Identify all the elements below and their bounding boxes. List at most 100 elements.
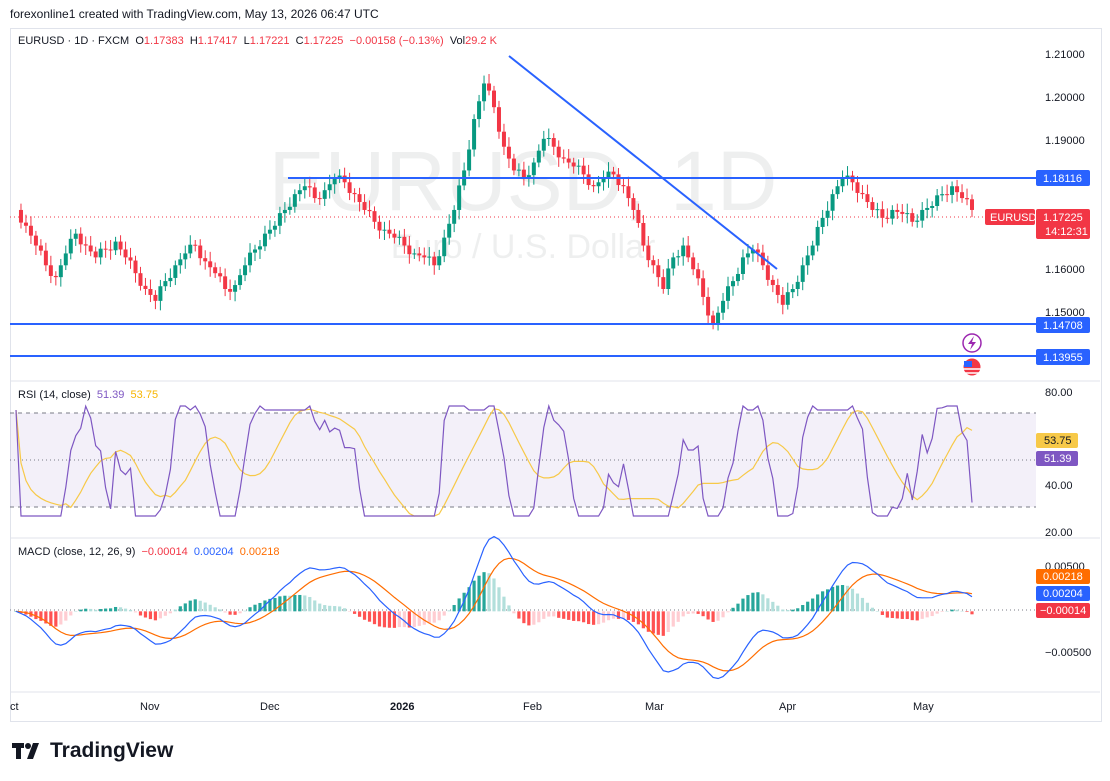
macd-histogram-bar <box>497 587 501 612</box>
macd-histogram-bar <box>915 611 919 621</box>
candle-body <box>631 198 636 210</box>
symbol-title[interactable]: EURUSD · 1D · FXCM <box>18 35 130 47</box>
macd-histogram-bar <box>392 611 397 628</box>
macd-histogram-bar <box>69 611 73 616</box>
candle-body <box>820 217 825 227</box>
candle-body <box>143 285 148 289</box>
rsi-title: RSI (14, close) <box>18 389 91 401</box>
macd-histogram-bar <box>173 609 177 612</box>
symbol-tag-bg <box>985 209 1035 225</box>
macd-histogram-bar <box>402 611 406 628</box>
macd-legend[interactable]: MACD (close, 12, 26, 9) −0.00014 0.00204… <box>18 546 279 558</box>
candle-body <box>307 186 312 188</box>
macd-histogram-bar <box>736 603 740 612</box>
macd-tag-bg <box>1036 586 1090 601</box>
macd-histogram-bar <box>387 611 392 628</box>
candle-body <box>322 190 327 199</box>
candle-body <box>287 206 292 210</box>
candle-body <box>33 235 38 246</box>
ohlc-legend: EURUSD · 1D · FXCM O1.17383 H1.17417 L1.… <box>18 35 497 47</box>
macd-histogram-bar <box>223 611 227 613</box>
macd-histogram-bar <box>318 603 322 612</box>
macd-histogram-bar <box>691 611 695 614</box>
macd-histogram-bar <box>133 611 138 613</box>
macd-histogram-bar <box>293 594 297 612</box>
countdown-tag: 14:12:31 <box>1045 226 1088 238</box>
candle-body <box>750 249 755 254</box>
time-tick: May <box>913 701 934 713</box>
macd-histogram-bar <box>781 609 785 612</box>
macd-histogram-bar <box>193 599 197 612</box>
rsi-line <box>15 403 973 517</box>
descending-trendline[interactable] <box>508 55 778 270</box>
candle-body <box>38 245 43 251</box>
candle-body <box>770 279 775 286</box>
macd-histogram-bar <box>547 611 551 617</box>
candle-body <box>636 209 641 223</box>
macd-histogram-bar <box>502 596 506 612</box>
macd-histogram-bar <box>382 611 387 628</box>
candle-body <box>352 192 357 195</box>
candle-body <box>865 194 870 203</box>
macd-histogram-bar <box>845 585 850 612</box>
candle-body <box>745 253 750 258</box>
candle-body <box>950 186 955 195</box>
macd-histogram-bar <box>671 611 675 627</box>
candle-body <box>128 257 133 261</box>
candle-body <box>257 246 262 250</box>
tradingview-logo[interactable]: TradingView <box>12 739 173 763</box>
macd-histogram-bar <box>188 600 192 612</box>
macd-histogram-bar <box>636 611 640 625</box>
macd-histogram-bar <box>791 609 795 612</box>
last-price-tag-bg <box>1036 209 1090 239</box>
macd-signal-value: 0.00218 <box>239 546 280 558</box>
macd-histogram-bar <box>99 609 103 612</box>
candle-body <box>830 194 835 211</box>
macd-histogram-bar <box>74 611 78 612</box>
candle-body <box>412 253 417 255</box>
candle-body <box>516 169 521 171</box>
macd-histogram-bar <box>49 611 53 626</box>
candle-body <box>691 257 696 270</box>
macd-histogram-bar <box>616 611 621 619</box>
macd-histogram-bar <box>452 605 456 612</box>
candle-body <box>178 259 183 266</box>
low-value: 1.17221 <box>249 35 290 47</box>
macd-tag: 0.00204 <box>1043 588 1083 600</box>
time-tick: Feb <box>523 701 542 713</box>
candle-body <box>661 277 666 289</box>
candle-body <box>910 213 915 222</box>
candle-body <box>362 202 367 210</box>
candle-body <box>73 233 78 239</box>
candle-body <box>223 276 228 289</box>
macd-histogram-bar <box>377 611 382 627</box>
rsi-ma-value: 53.75 <box>130 389 159 401</box>
macd-histogram-bar <box>955 609 959 612</box>
candle-body <box>43 250 48 266</box>
macd-hist-tag: −0.00014 <box>1040 605 1086 617</box>
candle-body <box>123 249 128 258</box>
rsi-legend[interactable]: RSI (14, close) 51.39 53.75 <box>18 389 158 401</box>
macd-histogram-bar <box>128 609 133 612</box>
candle-body <box>218 273 223 277</box>
macd-histogram-bar <box>94 609 98 612</box>
candle-body <box>302 186 307 191</box>
macd-histogram-bar <box>432 611 436 623</box>
macd-histogram-bar <box>79 609 83 612</box>
macd-histogram-bar <box>138 611 143 616</box>
candle-body <box>317 198 322 200</box>
macd-histogram-bar <box>756 592 760 612</box>
macd-histogram-bar <box>447 610 451 612</box>
macd-histogram-bar <box>925 611 929 618</box>
macd-histogram-bar <box>965 611 969 613</box>
macd-histogram-bar <box>606 611 611 621</box>
macd-histogram-bar <box>701 611 705 617</box>
candle-body <box>790 289 795 293</box>
candle-body <box>621 185 626 187</box>
candle-body <box>775 285 780 295</box>
candle-body <box>88 245 93 252</box>
us-flag-canton <box>964 361 972 367</box>
macd-histogram-bar <box>313 600 317 612</box>
chart-frame <box>10 28 1102 722</box>
